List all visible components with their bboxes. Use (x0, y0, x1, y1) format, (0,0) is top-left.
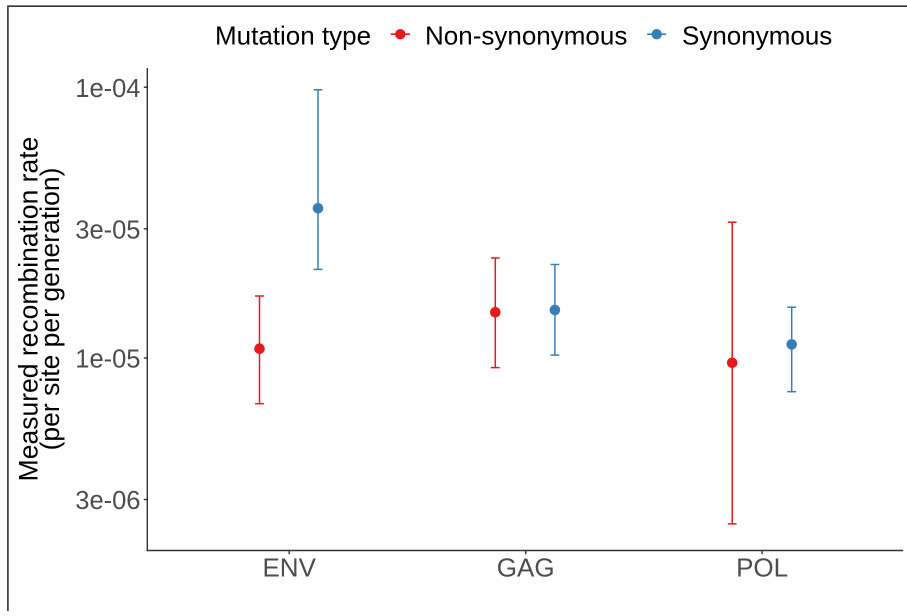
svg-text:GAG: GAG (497, 552, 555, 582)
svg-text:Measured recombination rate: Measured recombination rate (14, 137, 44, 482)
svg-text:1e-05: 1e-05 (75, 346, 140, 374)
svg-text:POL: POL (736, 552, 788, 582)
svg-text:1e-04: 1e-04 (75, 75, 140, 103)
svg-text:Synonymous: Synonymous (682, 20, 832, 50)
svg-text:3e-05: 3e-05 (75, 217, 140, 245)
svg-text:Mutation type: Mutation type (215, 20, 371, 50)
svg-text:3e-06: 3e-06 (75, 487, 140, 515)
svg-text:ENV: ENV (262, 552, 316, 582)
svg-text:Non-synonymous: Non-synonymous (425, 20, 627, 50)
svg-text:(per site per generation): (per site per generation) (35, 168, 65, 451)
